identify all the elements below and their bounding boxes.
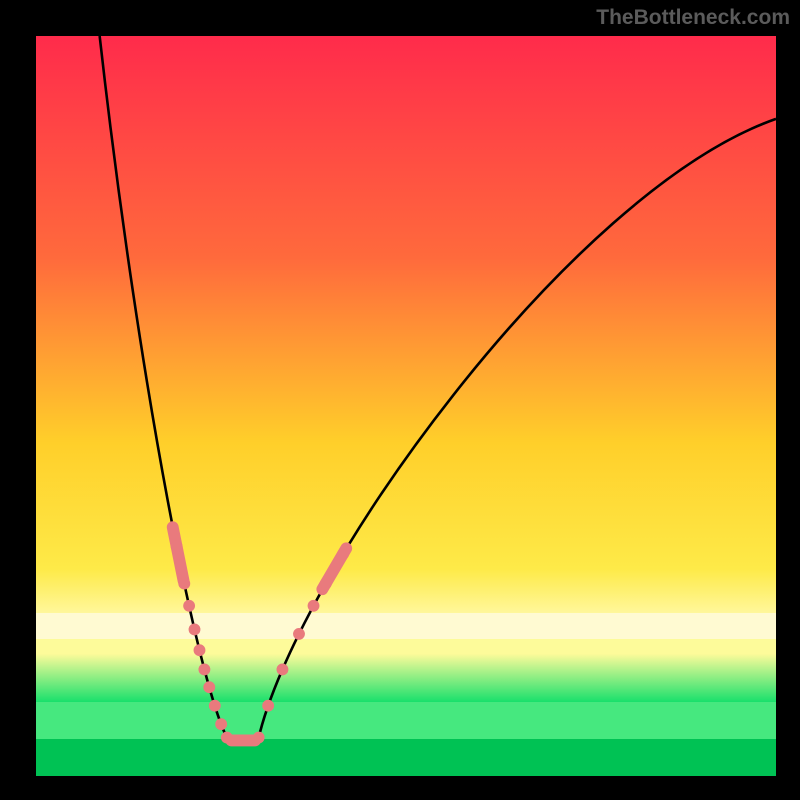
- data-marker: [215, 718, 227, 730]
- data-marker-capsule: [166, 520, 191, 588]
- curve-left-group: [100, 36, 229, 740]
- curve-left: [100, 36, 229, 740]
- data-marker: [320, 578, 332, 590]
- plot-area: [36, 36, 776, 776]
- data-marker: [308, 600, 320, 612]
- data-marker: [209, 700, 221, 712]
- data-marker: [183, 600, 195, 612]
- data-marker: [194, 644, 206, 656]
- data-marker: [198, 664, 210, 676]
- markers-group: [166, 520, 355, 746]
- data-marker-capsule: [225, 735, 261, 747]
- curve-right: [258, 119, 776, 741]
- data-marker: [203, 681, 215, 693]
- data-marker: [171, 541, 183, 553]
- watermark-text: TheBottleneck.com: [596, 6, 790, 30]
- data-marker: [277, 664, 289, 676]
- data-marker: [178, 578, 190, 590]
- curve-right-group: [258, 119, 776, 741]
- chart-svg: [36, 36, 776, 776]
- data-marker: [189, 624, 201, 636]
- data-marker: [337, 548, 349, 560]
- data-marker: [293, 628, 305, 640]
- data-marker: [262, 700, 274, 712]
- canvas-root: TheBottleneck.com: [0, 0, 800, 800]
- data-marker-capsule: [314, 540, 354, 597]
